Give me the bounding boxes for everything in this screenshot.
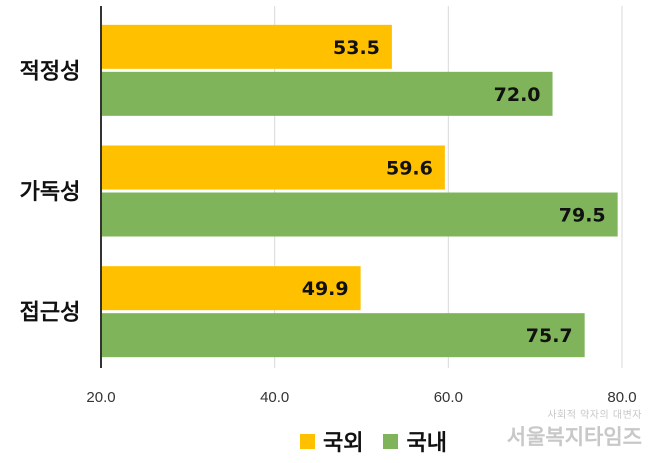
legend-swatch-foreign [300, 433, 315, 449]
watermark-tagline: 사회적 약자의 대변자 [547, 410, 642, 421]
legend-label-foreign: 국외 [323, 431, 364, 456]
x-tick-label: 80.0 [607, 389, 636, 406]
watermark-logo-text: 서울복지타임즈 [506, 425, 642, 449]
x-tick-label: 40.0 [260, 389, 289, 406]
data-labels: 53.5 72.0 59.6 79.5 49.9 75.7 [302, 37, 606, 347]
category-label: 가독성 [20, 180, 81, 205]
bar-domestic [101, 313, 585, 358]
data-label: 49.9 [302, 278, 349, 300]
x-tick-label: 60.0 [434, 389, 463, 406]
legend-swatch-domestic [383, 433, 399, 449]
legend-label-domestic: 국내 [406, 431, 447, 456]
bars [101, 24, 618, 358]
x-tick-labels: 20.0 40.0 60.0 80.0 [86, 389, 636, 406]
legend: 국외 국내 [300, 425, 467, 457]
data-label: 75.7 [526, 325, 573, 347]
bar-foreign [101, 24, 392, 69]
category-label: 적정성 [20, 59, 81, 84]
bar-foreign [101, 266, 361, 311]
watermark: 사회적 약자의 대변자 서울복지타임즈 [507, 406, 642, 451]
data-label: 59.6 [386, 158, 433, 180]
data-label: 72.0 [494, 84, 541, 106]
bar-foreign [101, 145, 445, 190]
legend-item-domestic: 국내 [383, 425, 447, 457]
category-label: 접근성 [20, 301, 81, 326]
legend-item-foreign: 국외 [300, 425, 363, 457]
bar-domestic [101, 71, 553, 116]
data-label: 79.5 [559, 205, 606, 227]
data-label: 53.5 [333, 37, 380, 59]
x-tick-label: 20.0 [86, 389, 115, 406]
bar-domestic [101, 192, 618, 237]
